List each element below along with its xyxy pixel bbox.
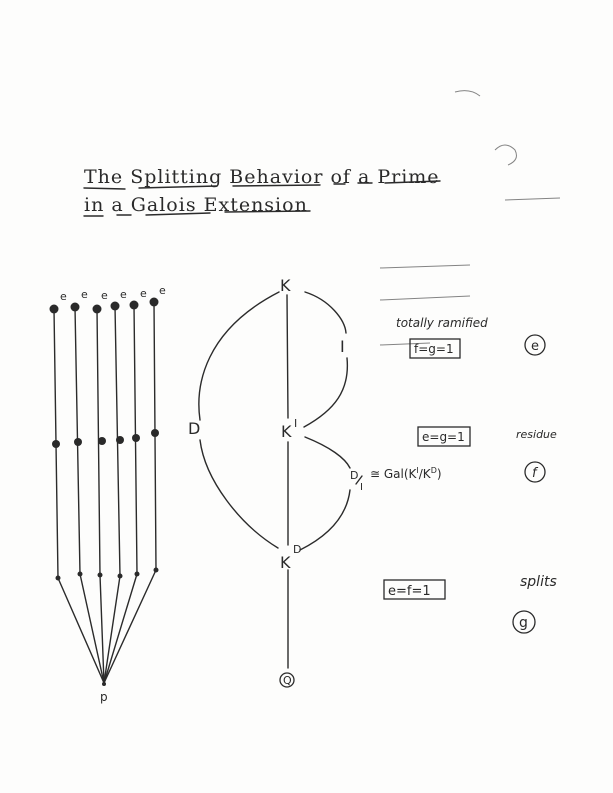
inertia-field-sup: I [294,417,297,430]
bottom-node-5 [134,571,140,577]
mid-node-3 [98,437,106,445]
g-circle-label: g [519,615,528,631]
quotient-slash [355,475,363,485]
ramification-label-2: e [81,288,88,301]
e-circle-label: e [531,339,539,354]
prime-node [102,682,106,686]
underline-behavior [232,184,321,187]
prime-label: p [100,690,108,704]
totally-ramified-box [409,338,461,359]
underline-prime [384,180,441,184]
splits-box [383,579,446,600]
f-circle-label: f [532,466,539,481]
top-node-2 [70,302,80,312]
inertia-arc-lower [303,357,349,428]
underline-galois [145,212,211,216]
title-line-1: The Splitting Behavior of a Prime [84,166,440,188]
ramification-label-4: e [120,288,127,301]
bottom-node-2 [77,571,83,577]
fan-6 [103,569,157,684]
underline-extension [224,210,311,213]
annotations: totally ramified f=g=1 e residue e=g=1 f… [383,316,557,634]
ramification-label-1: e [60,290,67,303]
galois-iso-start: ≅ Gal(K [370,467,418,481]
galois-iso-end: ) [437,467,442,481]
underline-the [83,187,126,190]
quotient-denominator: I [360,482,363,493]
totally-ramified-box-text: f=g=1 [414,342,454,356]
bottom-node-6 [153,567,159,573]
totally-ramified-label: totally ramified [396,316,488,330]
mid-node-6 [151,429,159,437]
galois-iso-mid: /K [419,467,432,481]
splits-label: splits [520,574,557,590]
top-node-6 [149,297,159,307]
mid-node-1 [52,440,60,448]
bottom-node-4 [117,573,123,579]
splits-box-text: e=f=1 [388,584,431,599]
fan-4 [103,575,121,684]
top-node-4 [110,301,120,311]
e-circle [524,334,546,356]
bottom-node-1 [55,575,61,581]
fan-1 [57,577,105,684]
decomposition-group-label: D [188,419,200,438]
prime-tree: e e e e e e p [49,284,166,704]
inertia-group-label: I [340,337,345,356]
galois-iso-sup-1: I [416,466,418,475]
top-node-3 [92,304,102,314]
inertia-arc-upper [304,291,347,334]
field-tower: K K I K D Q I D D I ≅ Gal(KI/KD) [188,276,442,688]
galois-iso-sup-2: D [431,466,437,475]
underline-splitting [138,185,218,189]
residue-box-text: e=g=1 [422,430,465,444]
fan-5 [103,573,138,684]
ramification-label-3: e [101,289,108,302]
galois-iso-text: ≅ Gal(KI/KD) [370,466,442,481]
quotient-arc-lower [299,489,351,551]
title-line-2: in a Galois Extension [84,194,308,216]
rationals-circle [279,672,295,688]
f-circle [524,461,546,483]
mid-node-2 [74,438,82,446]
decomposition-arc-lower [199,439,279,549]
inertia-field: K [281,422,292,441]
top-node-1 [49,304,59,314]
mid-node-5 [132,434,140,442]
bleed-through [379,90,561,346]
mid-node-4 [116,436,124,444]
title: The Splitting Behavior of a Prime in a G… [83,166,441,217]
quotient-arc-upper [304,436,351,469]
decomposition-field-sup: D [293,543,301,556]
rationals-label: Q [283,674,292,687]
residue-label: residue [516,428,557,441]
g-circle [512,610,536,634]
ramification-label-5: e [140,287,147,300]
decomposition-field: K [280,553,291,572]
ramification-label-6: e [159,284,166,297]
fan-2 [79,573,105,684]
fan-3 [99,574,105,684]
top-node-5 [129,300,139,310]
decomposition-arc-upper [198,291,280,421]
quotient-numerator: D [350,469,358,482]
residue-box [417,426,471,447]
bottom-node-3 [97,572,103,578]
tower-line-top [286,294,289,419]
field-K: K [280,276,291,295]
